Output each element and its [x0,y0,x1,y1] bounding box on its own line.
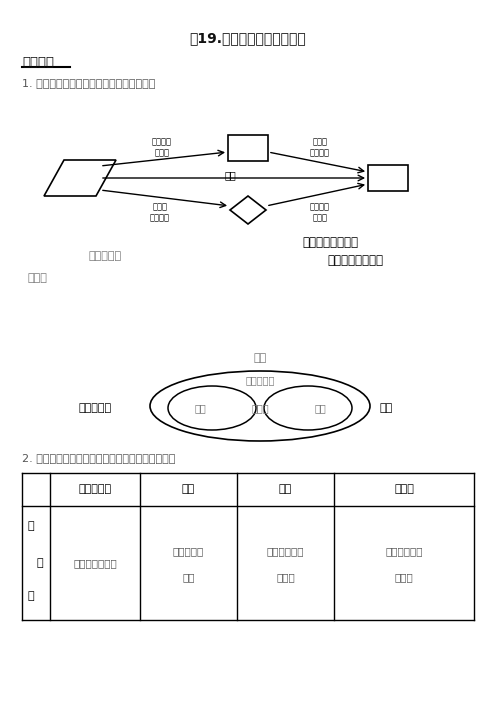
Text: 菱形: 菱形 [253,353,267,363]
Text: 1. 平行四边形与特殊的平行四边形的关系：: 1. 平行四边形与特殊的平行四边形的关系： [22,78,155,88]
Text: 平行四边形: 平行四边形 [88,251,122,261]
Text: 边相等: 边相等 [395,572,413,582]
Text: 周集合表示: 周集合表示 [78,403,112,413]
Text: 边相等: 边相等 [276,572,295,582]
Text: 质: 质 [28,591,34,601]
Text: 矩形: 矩形 [182,484,195,494]
Text: 为：: 为： [380,403,393,413]
Text: 有一组
邻边相等: 有一组 邻边相等 [310,137,330,157]
Text: 有一个角
是直角: 有一个角 是直角 [152,137,172,157]
Text: 平行四边形: 平行四边形 [78,484,112,494]
Text: 有一个角
是直角: 有一个角 是直角 [310,202,330,222]
Text: 考点透视: 考点透视 [22,55,54,69]
Text: 菱形: 菱形 [314,403,326,413]
Text: 边: 边 [37,558,43,568]
Text: 对边平行且相等: 对边平行且相等 [73,558,117,568]
Text: 对边平行，四: 对边平行，四 [385,546,423,556]
Text: 有一个角是直角，: 有一个角是直角， [302,235,358,249]
Text: 对边平行，四: 对边平行，四 [267,546,304,556]
Text: 相等: 相等 [182,572,195,582]
Text: 《19.平行四边形》复习学案: 《19.平行四边形》复习学案 [189,31,307,45]
Text: 菱形: 菱形 [279,484,292,494]
Text: 矩形: 矩形 [194,403,206,413]
Text: 平行四边形: 平行四边形 [246,375,275,385]
Text: 2. 平行四边形与特殊的平行四边形的性质与判定：: 2. 平行四边形与特殊的平行四边形的性质与判定： [22,453,176,463]
Text: 且有一组邻边相等: 且有一组邻边相等 [327,253,383,267]
Text: 正方形: 正方形 [28,273,48,283]
Text: 性: 性 [28,521,34,531]
Bar [228,135,268,161]
Text: 正方形: 正方形 [394,484,414,494]
Text: 有一组
邻边相等: 有一组 邻边相等 [150,202,170,222]
Bar [368,165,408,191]
Text: 正方形: 正方形 [251,403,269,413]
Text: 矩形: 矩形 [224,170,236,180]
Text: 对边平行且: 对边平行且 [173,546,204,556]
